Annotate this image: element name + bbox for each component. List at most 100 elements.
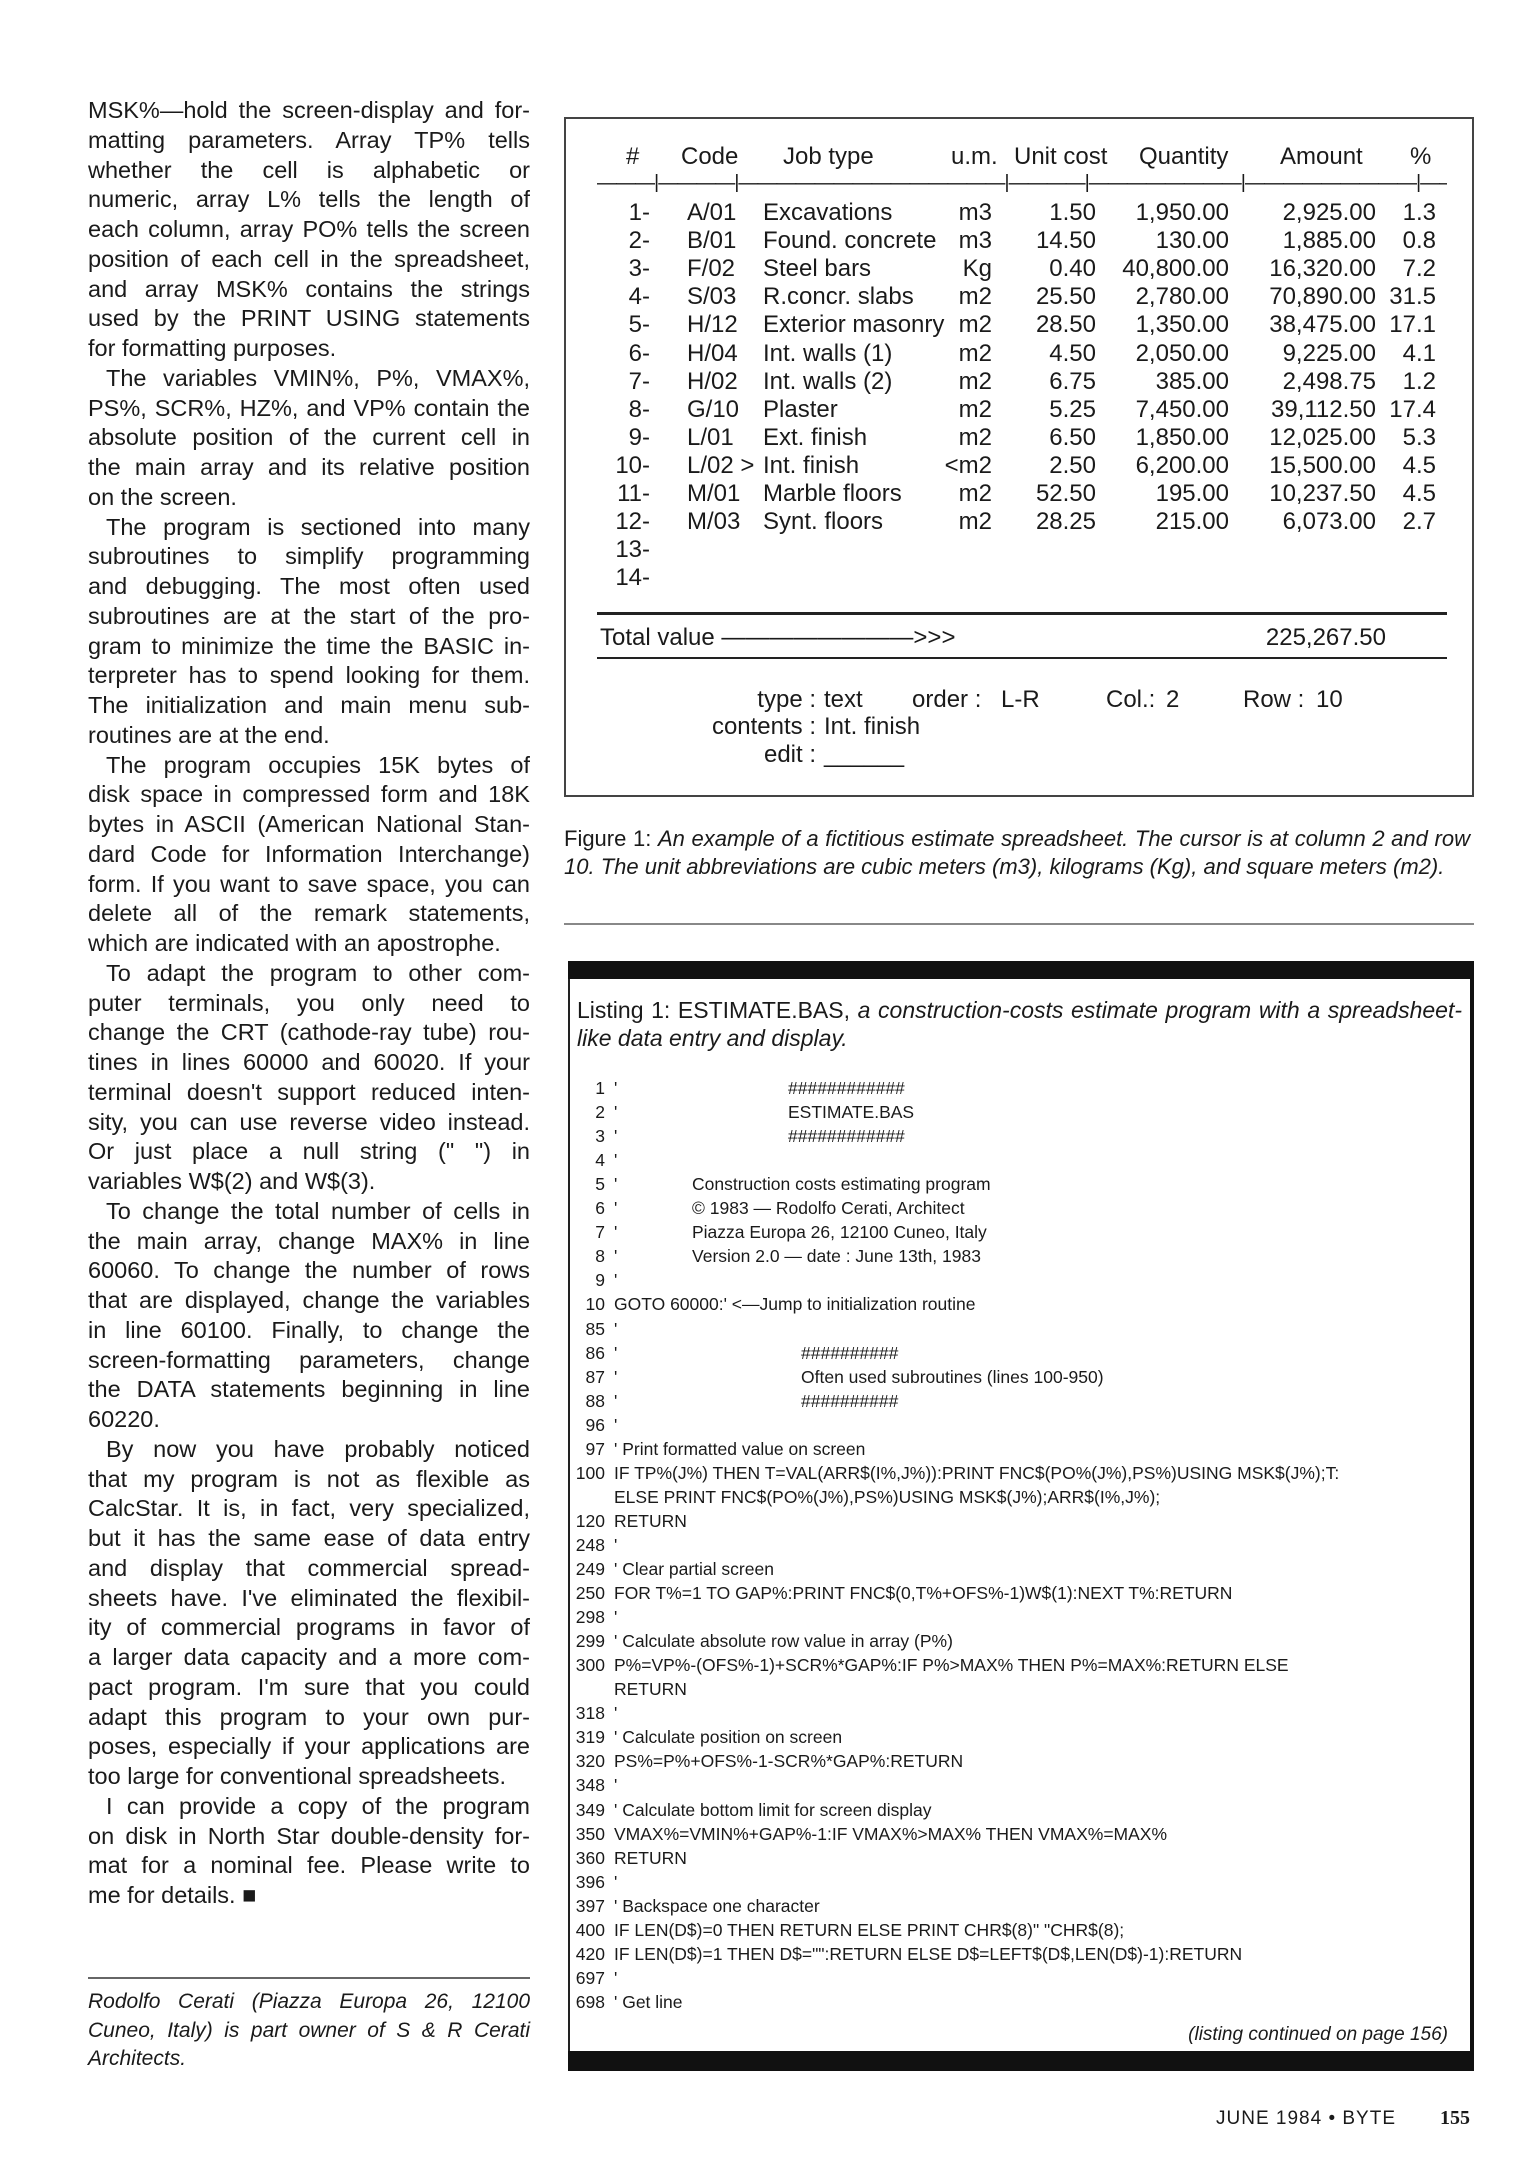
spreadsheet-cell: 4.50 <box>1049 339 1096 367</box>
status-edit-label: edit : <box>763 741 816 768</box>
listing-line-code: ' Backspace one character <box>614 1895 820 1916</box>
article-line: me for details. ■ <box>88 1882 257 1908</box>
article-line: puter terminals, you only need to <box>88 989 530 1016</box>
spreadsheet-cell: <m2 <box>944 451 992 479</box>
spreadsheet-cell: Marble floors <box>763 480 902 507</box>
listing-line-code: ' <box>614 1126 618 1147</box>
listing-comment-text: Often used subroutines (lines 100-950) <box>801 1366 1104 1387</box>
article-line: the DATA statements beginning in line <box>88 1376 530 1403</box>
listing-bottom-bar <box>568 2051 1474 2071</box>
listing-line-number: 9 <box>595 1270 605 1291</box>
spreadsheet-cell: 7.2 <box>1402 255 1436 283</box>
spreadsheet-cell: m2 <box>958 508 992 536</box>
listing-line-number: 298 <box>575 1607 605 1628</box>
article-line: too large for conventional spreadsheets. <box>88 1763 507 1789</box>
figure-caption: Figure 1: An example of a fictitious est… <box>564 825 1470 881</box>
listing-line-code: ' Get line <box>614 1991 683 2012</box>
spreadsheet-cell: 130.00 <box>1155 227 1229 255</box>
listing-line-number: 249 <box>575 1559 605 1579</box>
article-line: Or just place a null string (" ") in <box>88 1138 530 1165</box>
listing-line-code: GOTO 60000:' <—Jump to initialization ro… <box>614 1294 976 1315</box>
spreadsheet-cell: B/01 <box>687 227 737 255</box>
spreadsheet-cell: 195.00 <box>1155 480 1229 507</box>
issue-footer: JUNE 1984 • BYTE <box>1216 2108 1396 2129</box>
spreadsheet-cell: 6.75 <box>1049 367 1096 395</box>
spreadsheet-cell: 215.00 <box>1155 508 1229 536</box>
column-header: Code <box>681 143 739 170</box>
page-number: 155 <box>1440 2107 1470 2129</box>
spreadsheet-cell: S/03 <box>687 283 737 311</box>
listing-line-number: 350 <box>575 1823 605 1844</box>
listing-title-text: a construction-costs estimate program wi… <box>577 997 1462 1051</box>
listing-line-code: PS%=P%+OFS%-1-SCR%*GAP%:RETURN <box>614 1751 964 1772</box>
article-line: bytes in ASCII (American National Stan- <box>88 811 530 837</box>
listing-line-code: ' <box>614 1318 618 1339</box>
spreadsheet-cell: 5- <box>628 311 650 339</box>
listing-line-code: ' <box>614 1871 618 1892</box>
listing-continued-note: (listing continued on page 156) <box>1188 2024 1448 2045</box>
article-line: sity, you can use reverse video instead. <box>88 1108 530 1135</box>
article-line: pact program. I'm sure that you could <box>88 1673 530 1700</box>
listing-comment-text: ############ <box>788 1078 905 1098</box>
status-row-value: 10 <box>1316 686 1343 713</box>
listing-line-number: 698 <box>575 1991 605 2012</box>
author-note: Rodolfo Cerati (Piazza Europa 26, 12100 … <box>88 1990 530 2070</box>
article-line: The program is sectioned into many <box>106 513 530 540</box>
spreadsheet-cell: 8- <box>628 395 650 423</box>
spreadsheet-cell: 17.1 <box>1389 311 1436 339</box>
listing-line-code: P%=VP%-(OFS%-1)+SCR%*GAP%:IF P%>MAX% THE… <box>614 1655 1289 1676</box>
spreadsheet-cell: H/12 <box>687 311 738 339</box>
listing-line-code: ' <box>614 1775 618 1796</box>
article-line: routines are at the end. <box>88 721 330 748</box>
listing-line-code: IF TP%(J%) THEN T=VAL(ARR$(I%,J%)):PRINT… <box>614 1462 1340 1483</box>
status-order-value: L-R <box>1001 686 1040 713</box>
listing-line-code: ' Calculate position on screen <box>614 1727 843 1748</box>
article-line: subroutines to simplify programming <box>88 543 530 570</box>
listing-line-code: IF LEN(D$)=0 THEN RETURN ELSE PRINT CHR$… <box>614 1919 1125 1940</box>
article-line: form. If you want to save space, you can <box>88 870 530 897</box>
article-line: for formatting purposes. <box>88 335 337 361</box>
article-line: matting parameters. Array TP% tells <box>88 126 530 153</box>
spreadsheet-cell: 4.1 <box>1402 339 1436 367</box>
article-line: numeric, array L% tells the length of <box>88 186 530 213</box>
spreadsheet-cell: 16,320.00 <box>1269 255 1376 283</box>
spreadsheet-cell: 28.25 <box>1035 508 1096 536</box>
article-line: mat for a nominal fee. Please write to <box>88 1852 530 1879</box>
article-line: and array MSK% contains the strings <box>88 275 530 302</box>
article-line: I can provide a copy of the program <box>106 1792 530 1819</box>
listing-line-code: ' <box>614 1246 618 1267</box>
listing-line-number: 360 <box>575 1847 605 1868</box>
total-value: 225,267.50 <box>1265 624 1386 651</box>
spreadsheet-cell: 0.40 <box>1049 255 1096 283</box>
listing-line-number: 349 <box>575 1799 605 1820</box>
article-line: The initialization and main menu sub- <box>88 692 530 718</box>
listing-line-number: 5 <box>595 1174 605 1195</box>
total-bottom-rule <box>597 657 1447 659</box>
column-header: u.m. <box>951 143 998 170</box>
listing-comment-text: Piazza Europa 26, 12100 Cuneo, Italy <box>692 1222 987 1243</box>
spreadsheet-cell: L/01 <box>687 423 734 451</box>
column-header: Quantity <box>1139 143 1229 170</box>
spreadsheet-cell: 6,200.00 <box>1135 451 1229 479</box>
column-header: Unit cost <box>1014 143 1108 170</box>
spreadsheet-cell: L/02 > <box>687 451 755 479</box>
article-line: that are displayed, change the variables <box>88 1287 530 1313</box>
listing-line-code: IF LEN(D$)=1 THEN D$="":RETURN ELSE D$=L… <box>614 1943 1243 1964</box>
listing-line-number: 10 <box>585 1294 605 1315</box>
listing-line-number: 88 <box>585 1390 605 1411</box>
listing-line-number: 8 <box>595 1246 605 1267</box>
spreadsheet-cell: M/01 <box>687 480 741 507</box>
spreadsheet-cell: 2- <box>628 227 650 255</box>
listing-line-number: 100 <box>575 1462 605 1483</box>
spreadsheet-cell: Synt. floors <box>763 508 884 536</box>
listing-line-code: ' <box>614 1607 618 1628</box>
caption-divider <box>564 923 1474 925</box>
spreadsheet-cell: m2 <box>958 283 992 311</box>
listing-comment-text: © 1983 — Rodolfo Cerati, Architect <box>692 1198 965 1219</box>
spreadsheet-cell: 14- <box>615 564 650 592</box>
article-line: gram to minimize the time the BASIC in- <box>88 632 530 659</box>
column-header: # <box>626 143 640 170</box>
listing-line-code: ' <box>614 1150 618 1171</box>
header-separator: ———|————|——————————————|————|————————|——… <box>597 172 1447 192</box>
listing-line-code: ' Print formatted value on screen <box>614 1438 866 1459</box>
